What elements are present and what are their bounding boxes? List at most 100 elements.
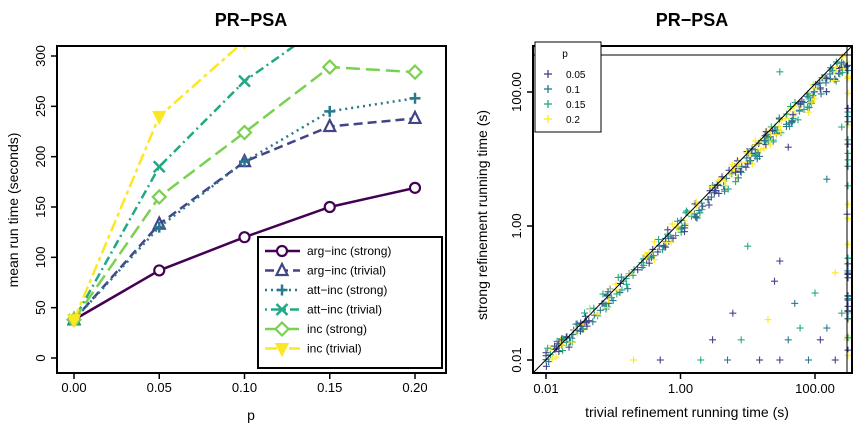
data-point <box>323 61 336 74</box>
data-point <box>845 90 852 97</box>
data-point <box>324 15 335 26</box>
data-point <box>785 336 792 343</box>
data-point <box>845 163 852 170</box>
data-point <box>630 357 637 364</box>
data-point <box>742 164 749 171</box>
x-tick-label: 0.00 <box>61 380 86 395</box>
data-point <box>154 265 164 275</box>
data-point <box>624 285 631 292</box>
data-point <box>845 315 852 322</box>
legend-label: 0.15 <box>566 100 586 111</box>
x-tick-label: 0.05 <box>147 380 172 395</box>
data-point <box>776 68 783 75</box>
data-point <box>845 241 852 248</box>
data-point <box>240 232 250 242</box>
left-chart: PR−PSA 0.00 0.05 0.10 0.15 0.20 050100150200… <box>5 0 446 423</box>
data-point <box>845 75 852 82</box>
data-point <box>791 300 798 307</box>
data-point <box>845 105 852 112</box>
right-y-axis-label: strong refinement running time (s) <box>474 110 490 320</box>
data-point <box>823 176 830 183</box>
x-tick-label: 0.01 <box>533 381 558 396</box>
data-point <box>845 150 852 157</box>
legend-label: inc (strong) <box>307 322 367 336</box>
data-point <box>845 274 852 281</box>
data-point <box>785 144 792 151</box>
data-point <box>567 338 574 345</box>
data-point <box>845 255 852 262</box>
legend-label: att−inc (strong) <box>307 283 387 297</box>
legend-marker <box>277 246 287 256</box>
y-tick-label: 100 <box>33 246 48 268</box>
data-point <box>838 124 845 131</box>
y-tick-label: 50 <box>33 300 48 314</box>
legend-label: arg−inc (strong) <box>307 244 391 258</box>
data-point <box>239 76 250 87</box>
data-point <box>410 112 421 123</box>
data-point <box>657 357 664 364</box>
legend-label: inc (trivial) <box>307 342 362 356</box>
y-tick-label: 200 <box>33 146 48 168</box>
data-point <box>845 118 852 125</box>
data-point <box>797 325 804 332</box>
data-point <box>692 214 699 221</box>
y-tick-label: 250 <box>33 95 48 117</box>
data-point <box>776 357 783 364</box>
y-tick-label: 0 <box>33 354 48 361</box>
data-point <box>817 336 824 343</box>
data-point <box>783 111 790 118</box>
data-point <box>325 202 335 212</box>
data-point <box>729 310 736 317</box>
data-point <box>744 243 751 250</box>
x-tick-label: 0.10 <box>232 380 257 395</box>
data-point <box>154 112 165 123</box>
data-point <box>738 336 745 343</box>
data-point <box>324 120 335 131</box>
x-tick-label: 0.20 <box>402 380 427 395</box>
data-point <box>410 183 420 193</box>
right-legend-title: p <box>562 49 568 60</box>
data-point <box>832 357 839 364</box>
y-tick-label: 0.01 <box>509 347 524 372</box>
data-point <box>839 53 846 60</box>
data-point <box>410 93 421 104</box>
data-point <box>776 258 783 265</box>
legend-label: 0.05 <box>566 70 586 81</box>
data-point <box>706 202 713 209</box>
data-point <box>771 278 778 285</box>
data-point <box>678 217 685 224</box>
right-chart: PR−PSA 0.01 1.00 100.00 0.01 1.00 100.00 tri… <box>474 10 856 420</box>
data-point <box>410 0 421 1</box>
data-point <box>697 357 704 364</box>
data-point <box>845 215 852 222</box>
data-point <box>845 308 852 315</box>
data-point <box>324 106 335 117</box>
data-point <box>838 59 845 66</box>
data-point <box>812 290 819 297</box>
y-tick-label: 1.00 <box>509 213 524 238</box>
data-point <box>756 357 763 364</box>
x-tick-label: 0.15 <box>317 380 342 395</box>
legend-label: arg−inc (trivial) <box>307 264 386 278</box>
y-tick-label: 150 <box>33 196 48 218</box>
data-point <box>845 182 852 189</box>
data-point <box>709 336 716 343</box>
legend-label: 0.1 <box>566 85 580 96</box>
data-point <box>823 325 830 332</box>
legend-label: att−inc (trivial) <box>307 303 382 317</box>
right-chart-title: PR−PSA <box>656 10 729 30</box>
legend-label: 0.2 <box>566 115 580 126</box>
x-tick-label: 100.00 <box>795 381 835 396</box>
data-point <box>581 310 588 317</box>
left-y-axis-label: mean run time (seconds) <box>5 133 21 288</box>
left-legend: arg−inc (strong) arg−inc (trivial) att−inc… <box>258 237 442 368</box>
data-point <box>823 75 830 82</box>
data-point <box>724 357 731 364</box>
data-point <box>409 66 422 79</box>
data-point <box>845 352 852 359</box>
x-tick-label: 1.00 <box>668 381 693 396</box>
right-legend: p 0.05 0.1 0.15 0.2 <box>535 42 601 132</box>
data-point <box>805 357 812 364</box>
data-point <box>324 0 335 2</box>
